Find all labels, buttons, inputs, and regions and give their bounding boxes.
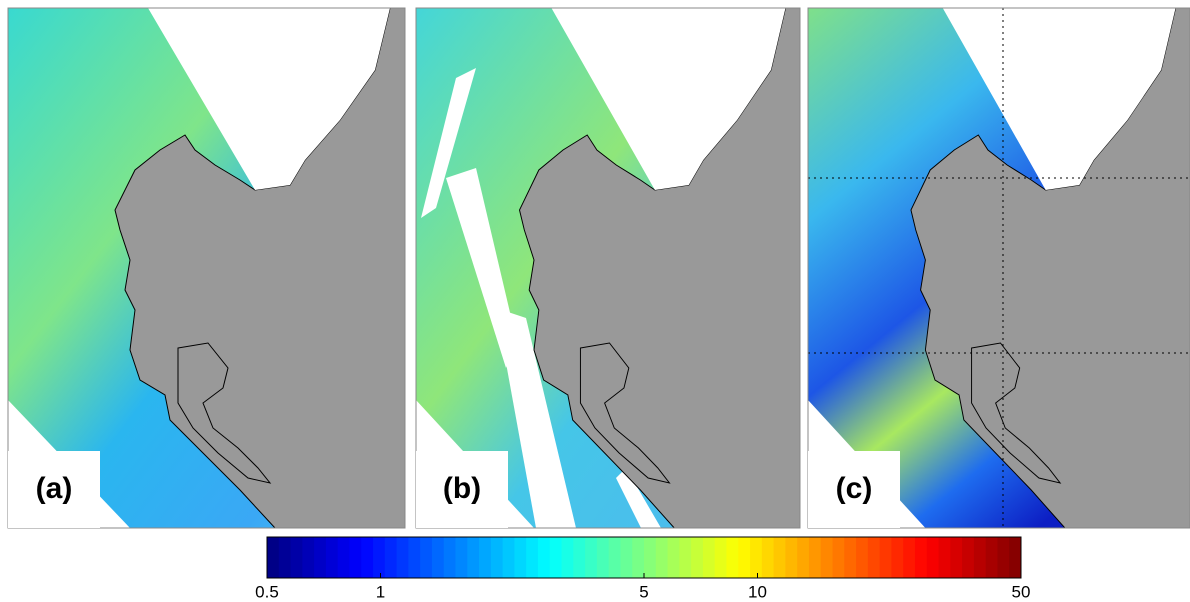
frame: [415, 7, 801, 529]
colorbar-step: [384, 537, 398, 578]
colorbar-step: [985, 537, 998, 578]
colorbar-step: [679, 537, 692, 578]
panel-label: (a): [36, 472, 73, 505]
tick-label: 0.5: [255, 582, 279, 601]
cloud-mask: [421, 68, 476, 218]
colorbar-step: [962, 537, 975, 578]
colorbar-step: [938, 537, 951, 578]
map-panel: (a): [7, 7, 406, 529]
colorbar-step: [420, 537, 433, 578]
panel-label: (c): [836, 472, 873, 505]
colorbar-step: [808, 537, 822, 578]
colorbar-step: [761, 537, 775, 578]
panel-label: (b): [443, 472, 481, 505]
colorbar-step: [502, 537, 515, 578]
colorbar-step: [290, 537, 303, 578]
colorbar-step: [655, 537, 669, 578]
colorbar-step: [702, 537, 716, 578]
colorbar-step: [620, 537, 633, 578]
cloud-mask: [616, 468, 661, 528]
colorbar-step: [431, 537, 445, 578]
map-panel: (c): [807, 7, 1190, 529]
colorbar-step: [479, 537, 492, 578]
colorbar-step: [856, 537, 869, 578]
colorbar-step: [278, 537, 292, 578]
colorbar-step: [314, 537, 327, 578]
colorbar-step: [373, 537, 386, 578]
colorbar-step: [997, 537, 1010, 578]
colorbar-step: [1009, 537, 1022, 578]
colorbar-step: [891, 537, 904, 578]
colorbar-step: [325, 537, 339, 578]
colorbar-step: [667, 537, 680, 578]
colorbar-step: [608, 537, 621, 578]
colorbar-step: [302, 537, 315, 578]
colorbar-step: [526, 537, 539, 578]
label-box: [808, 451, 900, 528]
label-box: [8, 451, 100, 528]
colorbar-step: [443, 537, 456, 578]
colorbar-step: [785, 537, 798, 578]
colorbar-step: [644, 537, 657, 578]
colorbar-step: [349, 537, 362, 578]
colorbar-step: [596, 537, 610, 578]
colorbar: 0.5 1 5 10 50: [255, 536, 1031, 601]
map-panel: (b): [415, 7, 801, 529]
panels: (a) (b) (c): [7, 7, 1190, 529]
cloud-mask: [496, 308, 576, 528]
colorbar-step: [714, 537, 727, 578]
colorbar-step: [561, 537, 574, 578]
frame: [7, 7, 406, 529]
label-box: [416, 451, 508, 528]
colorbar-step: [903, 537, 916, 578]
colorbar-step: [773, 537, 786, 578]
colorbar-step: [691, 537, 704, 578]
colorbar-step: [750, 537, 763, 578]
tick-label: 50: [1012, 582, 1031, 601]
colorbar-step: [361, 537, 374, 578]
colorbar-step: [337, 537, 350, 578]
colorbar-step: [467, 537, 480, 578]
colorbar-step: [926, 537, 940, 578]
colorbar-step: [408, 537, 421, 578]
colorbar-step: [914, 537, 928, 578]
colorbar-step: [867, 537, 881, 578]
colorbar-step: [844, 537, 857, 578]
frame: [807, 7, 1190, 529]
colorbar-step: [549, 537, 563, 578]
tick-label: 5: [639, 582, 648, 601]
tick-label: 10: [748, 582, 767, 601]
colorbar-step: [455, 537, 468, 578]
colorbar-step: [585, 537, 598, 578]
colorbar-step: [797, 537, 810, 578]
tick-label: 1: [376, 582, 385, 601]
colorbar-step: [726, 537, 739, 578]
colorbar-step: [879, 537, 892, 578]
colorbar-step: [632, 537, 645, 578]
colorbar-step: [950, 537, 963, 578]
colorbar-step: [820, 537, 833, 578]
colorbar-step: [267, 537, 280, 578]
colorbar-step: [738, 537, 751, 578]
colorbar-step: [396, 537, 409, 578]
colorbar-step: [490, 537, 504, 578]
colorbar-step: [514, 537, 527, 578]
colorbar-step: [973, 537, 987, 578]
colorbar-step: [573, 537, 586, 578]
colorbar-step: [832, 537, 845, 578]
colorbar-step: [537, 537, 551, 578]
